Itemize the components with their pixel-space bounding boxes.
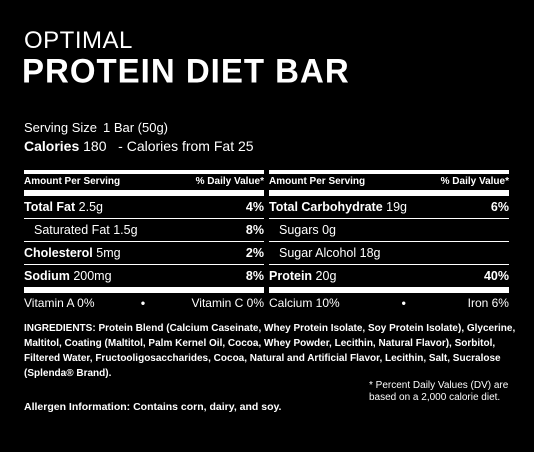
nutrient-dv: 8%	[245, 223, 264, 237]
nutrient-name: Total Carbohydrate	[269, 200, 383, 214]
nutrient-amount: 5mg	[96, 246, 121, 260]
nutrient-amount: 2.5g	[78, 200, 103, 214]
vitamin-row: Vitamin A 0% • Vitamin C 0%	[24, 293, 264, 310]
serving-size-label: Serving Size	[24, 120, 97, 135]
nutrient-name: Protein	[269, 269, 313, 283]
nutrient-row-sodium: Sodium 200mg 8%	[24, 265, 264, 287]
calcium: Calcium 10%	[269, 296, 340, 310]
amount-header: Amount Per Serving	[269, 176, 366, 187]
dv-header: % Daily Value*	[440, 176, 509, 187]
nutrient-row-sugars: Sugars 0g	[269, 219, 509, 242]
amount-header: Amount Per Serving	[24, 176, 121, 187]
vitamin-c: Vitamin C 0%	[191, 296, 264, 310]
calories-line: Calories 180 - Calories from Fat 25	[24, 138, 254, 154]
nutrient-row-total-carbohydrate: Total Carbohydrate 19g 6%	[269, 196, 509, 219]
nutrient-dv: 2%	[245, 246, 264, 260]
divider	[24, 170, 264, 174]
daily-value-footnote: * Percent Daily Values (DV) are based on…	[369, 380, 509, 403]
nutrition-panel-right: Amount Per Serving % Daily Value* Total …	[269, 170, 509, 310]
nutrient-amount: 20g	[315, 269, 337, 283]
bullet-separator: •	[140, 296, 146, 310]
nutrient-row-protein: Protein 20g 40%	[269, 265, 509, 287]
nutrient-name: Sugar Alcohol	[279, 246, 357, 260]
nutrient-name: Saturated Fat	[34, 223, 110, 237]
column-header: Amount Per Serving % Daily Value*	[24, 174, 264, 190]
product-title: PROTEIN DIET BAR	[22, 51, 350, 90]
ingredients-block: INGREDIENTS: Protein Blend (Calcium Case…	[24, 321, 519, 381]
nutrient-row-cholesterol: Cholesterol 5mg 2%	[24, 242, 264, 265]
mineral-row: Calcium 10% • Iron 6%	[269, 293, 509, 310]
nutrient-amount: 0g	[322, 223, 336, 237]
serving-size-value: 1 Bar (50g)	[102, 120, 169, 135]
brand-name: OPTIMAL	[24, 27, 133, 54]
nutrient-dv: 4%	[245, 200, 264, 214]
nutrition-panel-left: Amount Per Serving % Daily Value* Total …	[24, 170, 264, 310]
nutrient-row-total-fat: Total Fat 2.5g 4%	[24, 196, 264, 219]
ingredients-text: Protein Blend (Calcium Caseinate, Whey P…	[24, 323, 516, 379]
divider	[269, 287, 509, 293]
ingredients-label: INGREDIENTS:	[24, 323, 96, 334]
calories-label: Calories	[24, 138, 80, 154]
column-header: Amount Per Serving % Daily Value*	[269, 174, 509, 190]
divider	[269, 170, 509, 174]
nutrient-name: Cholesterol	[24, 246, 93, 260]
nutrient-row-sugar-alcohol: Sugar Alcohol 18g	[269, 242, 509, 265]
iron: Iron 6%	[467, 296, 509, 310]
nutrient-amount: 1.5g	[113, 223, 138, 237]
nutrient-row-saturated-fat: Saturated Fat 1.5g 8%	[24, 219, 264, 242]
serving-size: Serving Size 1 Bar (50g)	[24, 120, 168, 135]
nutrient-dv: 40%	[483, 269, 509, 283]
calories-value: 180	[83, 138, 107, 154]
nutrient-name: Total Fat	[24, 200, 76, 214]
nutrient-amount: 19g	[386, 200, 408, 214]
dv-header: % Daily Value*	[195, 176, 264, 187]
divider	[269, 190, 509, 196]
nutrient-amount: 200mg	[73, 269, 112, 283]
divider	[24, 190, 264, 196]
nutrient-amount: 18g	[359, 246, 381, 260]
nutrient-dv: 8%	[245, 269, 264, 283]
nutrient-dv: 6%	[490, 200, 509, 214]
fat-calories: - Calories from Fat 25	[118, 138, 254, 154]
nutrient-name: Sugars	[279, 223, 319, 237]
vitamin-a: Vitamin A 0%	[24, 296, 95, 310]
bullet-separator: •	[401, 296, 406, 310]
nutrient-name: Sodium	[24, 269, 70, 283]
divider	[24, 287, 264, 293]
allergen-info: Allergen Information: Contains corn, dai…	[24, 401, 282, 413]
